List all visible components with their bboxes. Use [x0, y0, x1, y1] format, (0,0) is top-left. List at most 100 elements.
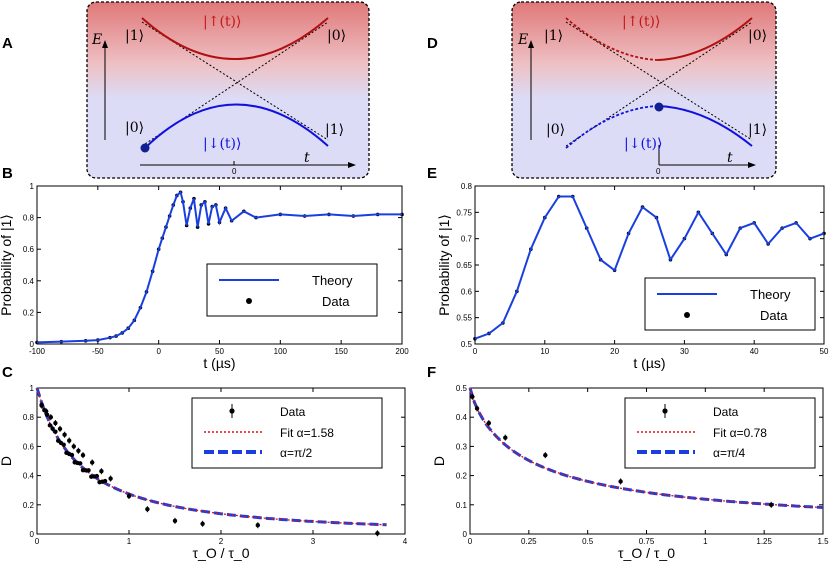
panel-label-f: F: [427, 364, 436, 381]
data-point: [470, 394, 475, 399]
data-point: [42, 407, 47, 413]
y-tick-label: 0.1: [456, 501, 468, 510]
data-point: [47, 423, 53, 428]
upper-state-label-d: |↑(t)⟩: [622, 14, 660, 30]
y-tick-label: 0.5: [456, 384, 468, 393]
y-axis-label: D: [0, 456, 14, 466]
y-tick-label: 0.2: [23, 308, 35, 317]
zero-tick-d: 0: [656, 167, 661, 176]
theory-line: [474, 195, 825, 340]
y-tick-label: 0.75: [456, 208, 472, 217]
x-tick-label: 0: [35, 537, 40, 546]
data-point: [78, 461, 83, 466]
bottom-right-state-d: |1⟩: [748, 122, 767, 138]
energy-label-a: E: [91, 32, 102, 48]
x-axis-label: τ_O / τ_0: [193, 545, 250, 561]
x-tick-label: 0.25: [521, 537, 537, 546]
data-point: [50, 426, 55, 431]
chart-e: E 0 10 20 30 40 50 0.5 0.55 0.6 0.65 0.7 0.75 0.8 t (µ…: [427, 165, 829, 371]
state-marker-a: [140, 143, 150, 153]
x-tick-label: 150: [334, 347, 348, 356]
y-tick-label: 0.8: [23, 214, 35, 223]
panel-label-e: E: [427, 165, 437, 182]
x-tick-label: 0: [468, 537, 473, 546]
theory-line: [36, 190, 402, 344]
y-tick-label: 0: [463, 530, 468, 539]
x-tick-label: 0.75: [639, 537, 655, 546]
data-point: [618, 479, 623, 484]
data-point: [543, 452, 548, 458]
data-point: [53, 420, 58, 426]
y-tick-label: 0.2: [456, 472, 468, 481]
legend-alpha-label: α=π/4: [713, 446, 746, 460]
y-tick-label: 0.6: [23, 245, 35, 254]
y-tick-label: 1: [30, 384, 35, 393]
y-axis-label: Probability of |1⟩: [0, 214, 14, 316]
y-tick-label: 0.7: [461, 235, 473, 244]
x-tick-label: 50: [215, 347, 224, 356]
x-tick-label: 100: [274, 347, 288, 356]
x-tick-label: 1: [127, 537, 132, 546]
legend-box: [644, 277, 816, 331]
legend-data-swatch: [662, 408, 668, 414]
y-tick-label: 0.6: [23, 442, 35, 451]
panel-d: D E 0 t |1⟩ |0⟩ |↑(t)⟩ |0⟩ |1⟩ |↓(t)⟩: [427, 1, 777, 179]
x-tick-label: 30: [680, 347, 689, 356]
fit-curve: [469, 387, 824, 509]
legend-fit-label: Fit α=1.58: [280, 426, 334, 440]
x-tick-label: 200: [395, 347, 409, 356]
data-point: [86, 468, 91, 473]
data-point: [69, 452, 75, 458]
y-tick-label: 0.5: [461, 340, 473, 349]
data-point: [48, 415, 53, 420]
lower-state-label-a: |↓(t)⟩: [203, 136, 241, 152]
x-tick-label: 3: [311, 537, 316, 546]
data-point: [486, 420, 492, 426]
top-right-state-d: |0⟩: [748, 28, 767, 44]
data-point: [90, 460, 95, 465]
panel-a: A E 0 t |1⟩ |0⟩ |↑(t)⟩ |0⟩ |1⟩ |↓(t)⟩: [2, 1, 370, 179]
legend-theory-label: Theory: [312, 273, 353, 288]
x-tick-label: 10: [540, 347, 549, 356]
panel-label-c: C: [2, 364, 13, 381]
chart-b: B -100 -50 0 50 100 150 200 0 0.2 0.4 0.6 0.8 1 t (µs)…: [0, 165, 409, 371]
upper-adiabatic-curve-a: [141, 17, 329, 60]
data-point: [44, 412, 50, 417]
data-point: [108, 476, 113, 481]
data-point: [375, 531, 380, 536]
data-point: [53, 429, 58, 434]
top-left-state-a: |1⟩: [125, 28, 144, 44]
legend-data-label: Data: [760, 308, 788, 323]
x-axis-label: t (µs): [633, 355, 665, 371]
x-tick-label: 4: [403, 537, 408, 546]
legend-box: [624, 397, 816, 469]
chart-c: C 0 1 2 3 4 0 0.2 0.4 0.6 0.8 1 τ_O / τ_0 D Data Fit α=…: [0, 364, 408, 561]
legend-data-label: Data: [280, 405, 306, 419]
legend-data-swatch: [246, 298, 252, 304]
lower-curve-solid-d: [657, 105, 753, 147]
y-axis-label: D: [431, 456, 447, 466]
diabatic-line-2-d: [565, 21, 753, 147]
panel-label-d: D: [427, 35, 438, 52]
lower-curve-dashed-d: [565, 105, 659, 149]
x-tick-label: 0: [156, 347, 161, 356]
state-marker-d: [654, 102, 664, 112]
zero-tick-a: 0: [232, 167, 237, 176]
y-tick-label: 0.4: [456, 413, 468, 422]
x-axis-label: t (µs): [203, 355, 235, 371]
schematic-box-a: [86, 1, 370, 179]
data-point: [126, 493, 132, 499]
data-point: [94, 473, 100, 479]
data-point: [76, 448, 81, 453]
upper-curve-solid-d: [657, 17, 753, 61]
data-point: [255, 523, 260, 528]
y-tick-label: 0.3: [456, 442, 468, 451]
bottom-left-state-a: |0⟩: [125, 120, 144, 136]
data-point: [474, 406, 480, 411]
x-axis-label: τ_O / τ_0: [618, 545, 675, 561]
legend-data-swatch: [229, 408, 235, 414]
y-tick-label: 0.55: [456, 314, 472, 323]
data-point: [200, 521, 205, 526]
x-tick-label: 1: [703, 537, 708, 546]
